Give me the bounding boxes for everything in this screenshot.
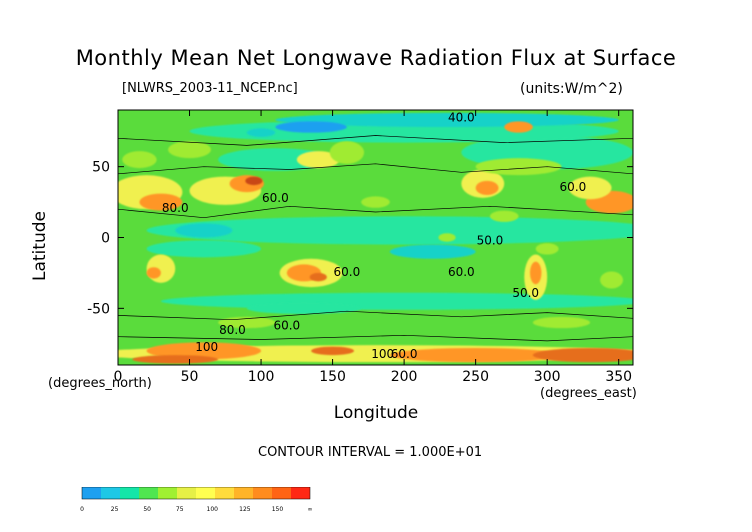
contour-label: 80.0 <box>162 201 189 215</box>
x-tick-label: 350 <box>605 369 632 385</box>
x-axis-label: Longitude <box>333 403 419 423</box>
colorbar-segment <box>101 487 120 499</box>
field-region <box>246 302 362 315</box>
y-axis-label: Latitude <box>30 211 50 281</box>
x-axis: 0 50 100 150 200 250 300 350 <box>114 110 632 385</box>
x-tick-label: 300 <box>534 369 561 385</box>
units-label: (units:W/m^2) <box>520 81 623 97</box>
contour-line <box>118 310 633 321</box>
field-region <box>275 112 619 127</box>
x-tick-label: 250 <box>462 369 489 385</box>
contour-line <box>118 163 633 175</box>
contour-label: 60.0 <box>448 265 475 279</box>
contour-label: 60.0 <box>262 191 289 205</box>
field-region <box>146 240 262 258</box>
field-region <box>475 180 499 196</box>
y-tick-label: 0 <box>101 231 110 247</box>
field-region <box>438 233 456 242</box>
x-tick-label: 50 <box>181 369 199 385</box>
y-tick-label: -50 <box>87 301 110 317</box>
x-tick-label: 100 <box>248 369 275 385</box>
colorbar-segment <box>177 487 196 499</box>
field-region <box>532 348 633 363</box>
contour-line <box>118 205 633 219</box>
contour-label: 50.0 <box>512 286 539 300</box>
field-region <box>389 244 476 259</box>
colorbar-label: 100 <box>207 506 219 513</box>
contour-label: 100 <box>195 340 218 354</box>
field-region <box>489 210 519 222</box>
contour-label: 80.0 <box>219 323 246 337</box>
field-region <box>246 128 276 137</box>
field-region <box>532 316 591 329</box>
colorbar-segment <box>272 487 291 499</box>
field-region <box>139 193 183 211</box>
contour-line <box>118 334 633 342</box>
x-unit-label: (degrees_east) <box>540 386 637 401</box>
file-label: [NLWRS_2003-11_NCEP.nc] <box>122 81 298 96</box>
colorbar-frame <box>81 487 311 500</box>
x-tick-label: 0 <box>114 369 123 385</box>
contour-label: 60.0 <box>391 347 418 361</box>
colorbar-label: 150 <box>272 506 284 513</box>
field-region <box>311 346 355 356</box>
field-region <box>389 348 562 363</box>
field-region <box>168 141 211 159</box>
contour-line <box>118 135 633 146</box>
field-region <box>122 151 157 169</box>
contour-labels: 40.0 80.0 60.0 60.0 50.0 60.0 60.0 50.0 80.0 60.0… <box>162 110 586 361</box>
field-region <box>504 121 533 133</box>
colorbar-label: 75 <box>176 506 184 513</box>
contour-label: 40.0 <box>448 110 475 124</box>
colorbar-label: 0 <box>80 506 84 513</box>
colorbar-segment <box>196 487 215 499</box>
y-unit-label: (degrees_north) <box>48 376 152 391</box>
colorbar-label: 50 <box>143 506 151 513</box>
colorbar-segment <box>158 487 177 499</box>
field-region <box>475 158 562 176</box>
colorbar-segment <box>82 487 101 499</box>
field-region <box>361 196 390 208</box>
field-region <box>296 151 340 169</box>
contour-label: 100 <box>371 347 394 361</box>
colorbar-segment <box>291 487 310 499</box>
colorbar-label: 125 <box>239 506 251 513</box>
x-tick-label: 150 <box>319 369 346 385</box>
heatmap-field <box>118 110 633 365</box>
chart-title: Monthly Mean Net Longwave Radiation Flux… <box>75 46 677 70</box>
field-region <box>309 272 327 282</box>
field-region <box>160 292 633 310</box>
field-region <box>568 176 612 200</box>
field-region <box>329 141 365 164</box>
field-region <box>146 216 633 245</box>
colorbar-segment <box>120 487 139 499</box>
field-region <box>175 223 233 238</box>
contour-interval: CONTOUR INTERVAL = 1.000E+01 <box>258 445 483 460</box>
y-axis: 50 0 -50 <box>87 160 633 317</box>
colorbar-segment <box>139 487 158 499</box>
field-region <box>600 271 623 289</box>
colorbar-segment <box>215 487 234 499</box>
field-region <box>535 243 559 255</box>
contour-label: 60.0 <box>273 319 300 333</box>
field-region <box>530 261 542 285</box>
field-region <box>146 267 161 279</box>
contour-label: 60.0 <box>560 180 587 194</box>
field-region <box>275 121 347 133</box>
colorbar-label: ∞ <box>308 506 313 513</box>
colorbar-label: 25 <box>111 506 119 513</box>
x-tick-label: 200 <box>391 369 418 385</box>
y-tick-label: 50 <box>92 160 110 176</box>
contour-label: 60.0 <box>334 265 361 279</box>
colorbar-segment <box>253 487 272 499</box>
field-region <box>132 355 219 364</box>
contour-label: 50.0 <box>477 234 504 248</box>
colorbar: 0 25 50 75 100 125 150 ∞ <box>80 487 313 513</box>
colorbar-segment <box>234 487 253 499</box>
field-region <box>245 176 263 186</box>
